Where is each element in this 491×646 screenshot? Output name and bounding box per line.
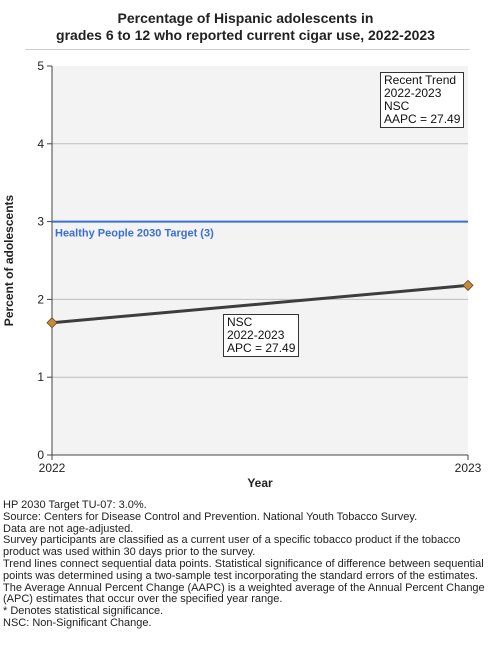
chart-title: Percentage of Hispanic adolescents in gr… xyxy=(0,10,491,44)
y-tick-label: 0 xyxy=(37,448,44,462)
recent-trend-line-4: AAPC = 27.49 xyxy=(384,112,461,126)
footnote: The Average Annual Percent Change (AAPC)… xyxy=(3,581,485,606)
chart-title-line-1: Percentage of Hispanic adolescents in xyxy=(117,10,374,26)
segment-line-1: NSC xyxy=(227,315,253,329)
footnote: NSC: Non-Significant Change. xyxy=(3,616,152,629)
footnote: Source: Centers for Disease Control and … xyxy=(3,510,418,523)
footnote: Survey participants are classified as a … xyxy=(3,534,461,559)
y-tick-label: 3 xyxy=(37,215,44,229)
plot-background xyxy=(52,66,468,455)
series-line xyxy=(51,283,469,325)
target-label: Healthy People 2030 Target (3) xyxy=(55,228,214,240)
data-point xyxy=(462,279,474,291)
footnote: Data are not age-adjusted. xyxy=(3,522,134,535)
y-axis-title: Percent of adolescents xyxy=(2,194,16,326)
chart-title-line-2: grades 6 to 12 who reported current ciga… xyxy=(56,27,435,43)
segment-line-2: 2022-2023 xyxy=(227,328,285,342)
footnote: Trend lines connect sequential data poin… xyxy=(3,557,484,582)
line-chart: 0 1 2 3 4 5 2022 2023 Year Percent of adolescents… xyxy=(2,59,482,490)
y-tick-label: 4 xyxy=(37,137,44,151)
recent-trend-line-2: 2022-2023 xyxy=(384,86,442,100)
x-tick-label: 2023 xyxy=(455,461,482,475)
y-tick-label: 5 xyxy=(37,59,44,73)
footnotes: HP 2030 Target TU-07: 3.0%. Source: Cent… xyxy=(3,499,491,630)
recent-trend-annotation: Recent Trend 2022-2023 NSC AAPC = 27.49 xyxy=(380,72,465,128)
x-axis-title: Year xyxy=(247,476,273,490)
segment-line-3: APC = 27.49 xyxy=(227,341,296,355)
y-tick-label: 2 xyxy=(37,292,44,306)
x-tick-label: 2022 xyxy=(39,461,66,475)
recent-trend-line-3: NSC xyxy=(384,99,410,113)
title-divider xyxy=(25,49,470,50)
segment-annotation: NSC 2022-2023 APC = 27.49 xyxy=(223,314,300,357)
recent-trend-line-1: Recent Trend xyxy=(384,73,457,87)
data-point xyxy=(46,317,58,329)
footnote: * Denotes statistical significance. xyxy=(3,605,164,618)
footnote: HP 2030 Target TU-07: 3.0%. xyxy=(3,499,147,511)
y-tick-label: 1 xyxy=(37,370,44,384)
